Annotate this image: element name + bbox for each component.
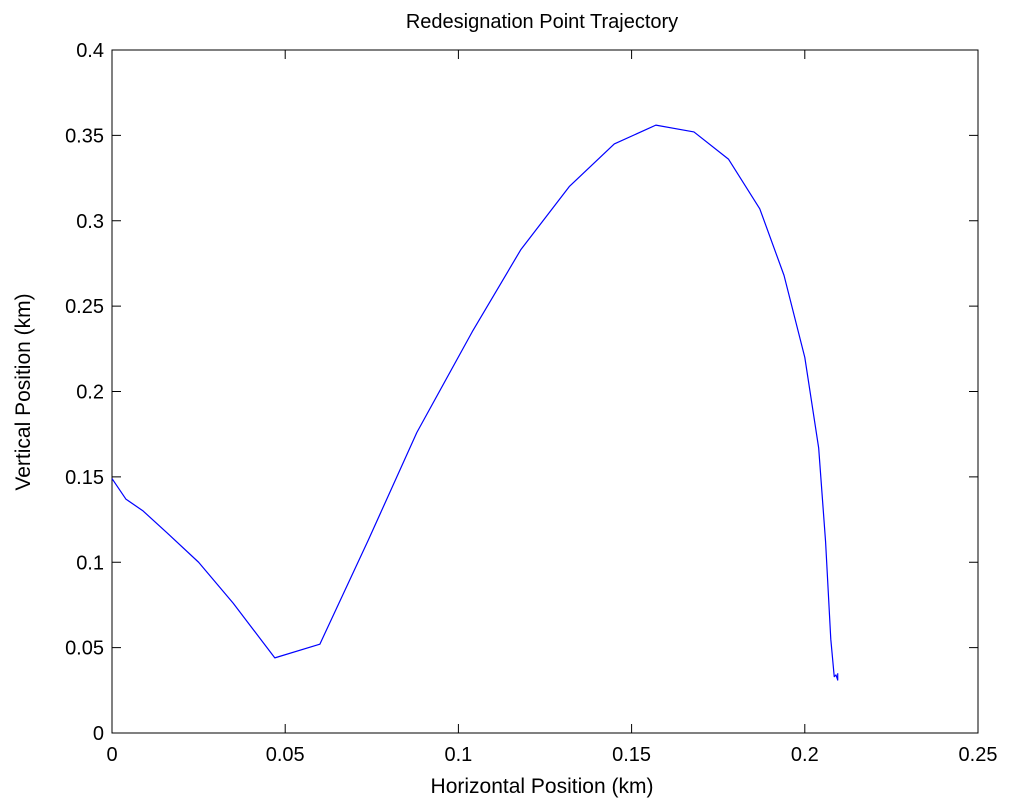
y-tick-label: 0.05 (65, 638, 104, 660)
x-tick-label: 0.2 (791, 744, 819, 766)
x-axis-label: Horizontal Position (km) (431, 775, 654, 798)
y-tick-label: 0 (93, 723, 104, 745)
x-tick-label: 0.05 (266, 744, 305, 766)
y-tick-label: 0.35 (65, 125, 104, 147)
x-tick-label: 0 (106, 744, 117, 766)
y-tick-label: 0.2 (76, 382, 104, 404)
y-tick-label: 0.25 (65, 296, 104, 318)
y-tick-label: 0.3 (76, 211, 104, 233)
x-tick-label: 0.25 (959, 744, 998, 766)
x-tick-label: 0.1 (444, 744, 472, 766)
y-tick-label: 0.1 (76, 552, 104, 574)
y-axis-label: Vertical Position (km) (12, 293, 35, 490)
x-axis-ticks: 0 0.05 0.1 0.15 0.2 0.25 (106, 50, 997, 766)
axes-box (111, 49, 979, 734)
y-tick-label: 0.15 (65, 467, 104, 489)
chart-title: Redesignation Point Trajectory (406, 11, 678, 33)
y-axis-ticks: 0 0.05 0.1 0.15 0.2 0.25 0.3 0.35 0.4 (65, 40, 978, 745)
x-tick-label: 0.15 (612, 744, 651, 766)
trajectory-line (111, 124, 839, 681)
plot-area: 0 0.05 0.1 0.15 0.2 0.25 00.050.10.150.20.250… (65, 40, 997, 766)
series-group (111, 124, 839, 681)
y-tick-label: 0.4 (76, 40, 104, 62)
